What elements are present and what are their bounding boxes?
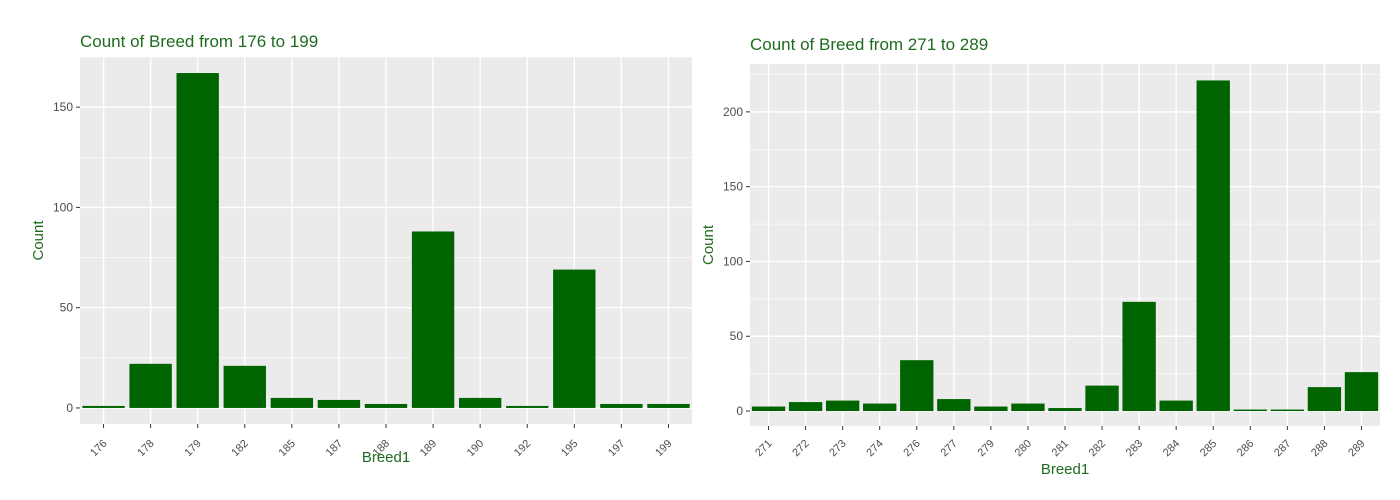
- y-tick-label: 50: [60, 301, 74, 315]
- x-tick-label: 179: [182, 438, 203, 459]
- bar-289: [1344, 372, 1379, 412]
- y-tick-label: 100: [723, 254, 743, 268]
- bar-189: [411, 231, 455, 408]
- bar-273: [825, 400, 860, 412]
- bar-195: [553, 269, 596, 408]
- bar-283: [1122, 301, 1156, 412]
- x-axis-label: Breed1: [362, 449, 410, 466]
- bar-281: [1048, 408, 1082, 412]
- bar-187: [317, 399, 361, 408]
- bar-277: [937, 399, 971, 412]
- x-tick-label: 280: [1013, 438, 1034, 459]
- bar-286: [1233, 409, 1267, 412]
- bar-282: [1085, 385, 1119, 412]
- y-axis-label: Count: [700, 224, 717, 265]
- chart-title: Count of Breed from 271 to 289: [750, 35, 988, 54]
- x-tick-label: 288: [1309, 438, 1330, 459]
- bars: [82, 73, 690, 408]
- bar-178: [129, 363, 172, 408]
- plot-panel: [750, 64, 1380, 426]
- x-axis-label: Breed1: [1041, 461, 1089, 478]
- x-tick-label: 178: [135, 438, 156, 459]
- bars: [751, 80, 1379, 412]
- x-tick-label: 199: [653, 438, 674, 459]
- x-tick-label: 192: [512, 438, 533, 459]
- bar-274: [863, 403, 897, 412]
- bar-276: [900, 360, 934, 412]
- bar-272: [788, 402, 823, 412]
- x-tick-label: 197: [606, 438, 627, 459]
- x-tick-label: 282: [1087, 438, 1108, 459]
- x-tick-label: 187: [324, 438, 345, 459]
- bar-280: [1011, 403, 1045, 412]
- x-tick-label: 283: [1124, 438, 1145, 459]
- x-tick-label: 286: [1235, 438, 1256, 459]
- x-tick-label: 185: [277, 438, 298, 459]
- y-tick-label: 100: [53, 200, 73, 214]
- x-tick-label: 190: [465, 438, 486, 459]
- chart-title: Count of Breed from 176 to 199: [80, 32, 318, 51]
- x-tick-label: 289: [1346, 438, 1367, 459]
- x-tick-label: 285: [1198, 438, 1219, 459]
- x-axis: 271 272 273 274 276 277 279 280 281 282 283 284 285 2…: [753, 426, 1368, 459]
- bar-288: [1307, 387, 1342, 412]
- y-tick-label: 0: [736, 404, 743, 418]
- bar-190: [458, 397, 502, 408]
- bar-176: [82, 405, 125, 408]
- bar-284: [1159, 400, 1193, 412]
- y-tick-label: 200: [723, 105, 743, 119]
- x-tick-label: 271: [753, 438, 774, 459]
- x-tick-label: 176: [88, 438, 109, 459]
- bar-285: [1196, 80, 1230, 412]
- y-tick-label: 150: [723, 180, 743, 194]
- bar-271: [751, 406, 786, 412]
- x-tick-label: 277: [938, 438, 959, 459]
- bar-188: [364, 403, 408, 408]
- bar-287: [1270, 409, 1305, 412]
- x-tick-label: 279: [976, 438, 997, 459]
- x-tick-label: 284: [1161, 438, 1182, 459]
- y-tick-label: 150: [53, 100, 73, 114]
- x-tick-label: 272: [790, 438, 811, 459]
- bar-197: [600, 403, 643, 408]
- x-tick-label: 274: [864, 438, 885, 459]
- bar-192: [506, 405, 549, 408]
- x-tick-label: 189: [418, 438, 439, 459]
- x-tick-label: 281: [1050, 438, 1071, 459]
- y-axis-label: Count: [30, 220, 47, 261]
- y-tick-label: 0: [66, 401, 73, 415]
- bar-279: [974, 406, 1008, 412]
- bar-179: [176, 73, 219, 408]
- y-axis: 0 50 100 150: [53, 100, 80, 415]
- bar-199: [647, 403, 690, 408]
- y-axis: 0 50 100 150 200: [723, 105, 750, 418]
- x-tick-label: 182: [229, 438, 250, 459]
- bar-185: [270, 397, 314, 408]
- x-tick-label: 287: [1272, 438, 1293, 459]
- y-tick-label: 50: [730, 329, 744, 343]
- x-tick-label: 276: [901, 438, 922, 459]
- x-tick-label: 273: [827, 438, 848, 459]
- bar-182: [223, 365, 266, 408]
- x-tick-label: 195: [559, 438, 580, 459]
